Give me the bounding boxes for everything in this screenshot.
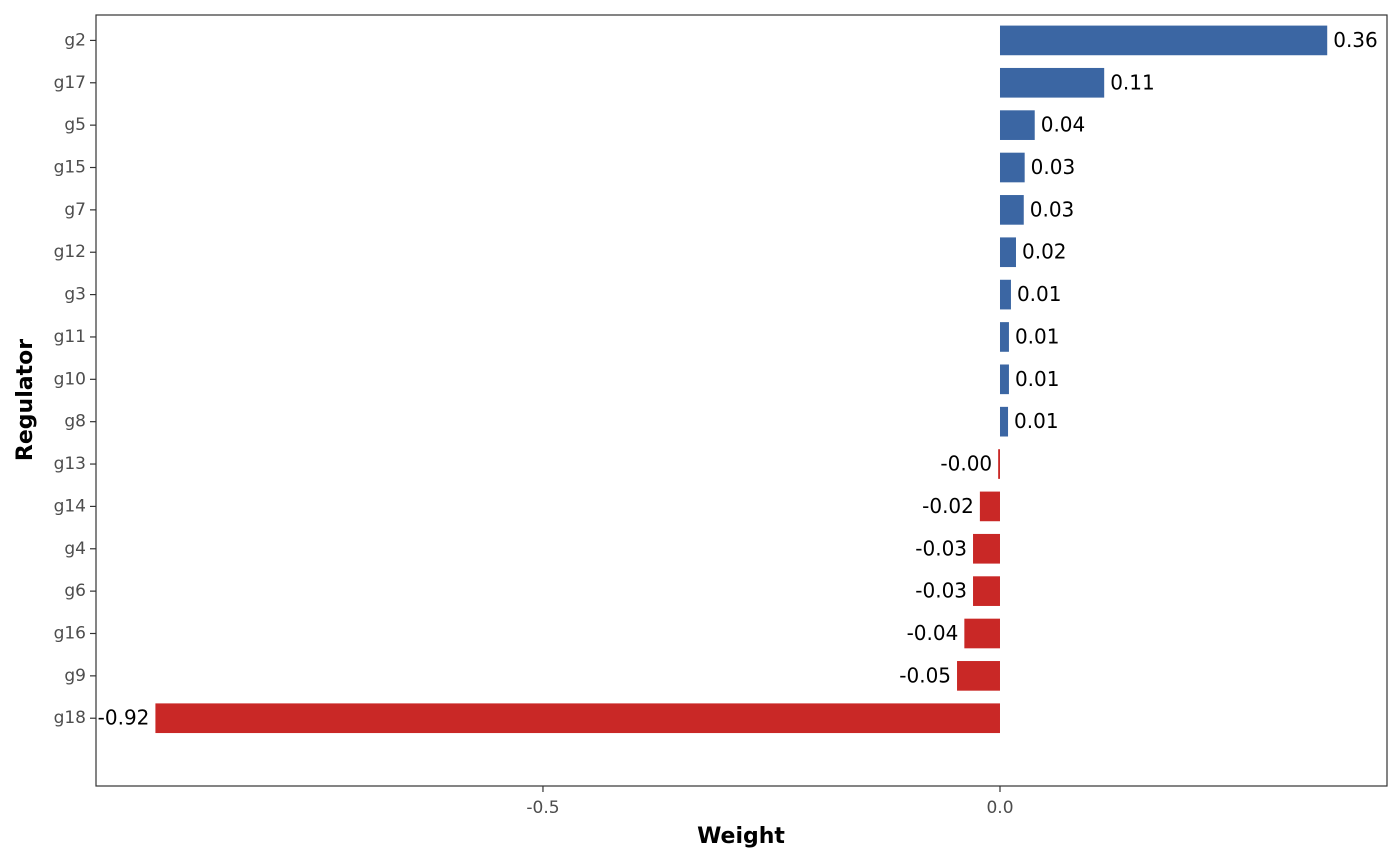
- bar: [979, 491, 1000, 522]
- value-label: 0.01: [1015, 324, 1060, 348]
- value-label: -0.03: [915, 579, 967, 603]
- bar: [999, 195, 1024, 225]
- bar: [999, 237, 1016, 268]
- y-tick-label: g11: [54, 327, 86, 347]
- value-label: -0.92: [98, 706, 150, 730]
- value-label: 0.11: [1110, 70, 1155, 94]
- y-tick-label: g3: [64, 285, 86, 305]
- value-label: -0.04: [907, 621, 959, 645]
- panel-border: [95, 14, 1388, 787]
- bar: [999, 67, 1105, 98]
- value-label: 0.03: [1031, 155, 1076, 179]
- bar: [964, 618, 1000, 649]
- value-label: 0.01: [1017, 282, 1062, 306]
- y-tick-label: g12: [54, 242, 86, 262]
- y-tick-label: g9: [64, 666, 86, 686]
- bar: [999, 25, 1328, 56]
- bar: [999, 279, 1011, 310]
- y-tick-label: g4: [64, 539, 86, 559]
- y-axis-title: Regulator: [13, 339, 38, 461]
- y-tick-label: g2: [64, 30, 86, 50]
- y-tick-label: g17: [54, 73, 86, 93]
- y-tick-label: g13: [54, 454, 86, 474]
- x-tick-label: 0.0: [986, 798, 1013, 818]
- value-label: -0.02: [922, 494, 974, 518]
- y-tick-label: g6: [64, 581, 86, 601]
- y-tick-label: g5: [64, 115, 86, 135]
- y-tick-label: g15: [54, 158, 86, 178]
- x-tick-label: -0.5: [526, 798, 559, 818]
- y-tick-label: g7: [64, 200, 86, 220]
- bar: [999, 406, 1009, 437]
- value-label: 0.01: [1014, 409, 1059, 433]
- y-tick-label: g10: [54, 369, 86, 389]
- value-label: -0.00: [940, 452, 992, 476]
- bar: [999, 364, 1009, 395]
- bar: [957, 661, 1000, 691]
- x-axis-title: Weight: [697, 824, 785, 849]
- value-label: 0.02: [1022, 240, 1067, 264]
- value-label: 0.03: [1030, 197, 1075, 221]
- value-label: 0.36: [1333, 28, 1378, 52]
- y-tick-label: g14: [54, 496, 86, 516]
- value-label: 0.04: [1041, 113, 1086, 137]
- y-tick-label: g18: [54, 708, 86, 728]
- bar: [973, 533, 1000, 564]
- y-tick-label: g16: [54, 623, 86, 643]
- value-label: 0.01: [1015, 367, 1060, 391]
- bar: [999, 152, 1025, 183]
- bar: [999, 322, 1009, 352]
- bar: [973, 576, 1000, 606]
- y-tick-label: g8: [64, 412, 86, 432]
- value-label: -0.05: [899, 663, 951, 687]
- value-label: -0.03: [915, 536, 967, 560]
- bar: [155, 703, 1000, 734]
- bar: [999, 110, 1035, 140]
- bar: [998, 449, 1000, 479]
